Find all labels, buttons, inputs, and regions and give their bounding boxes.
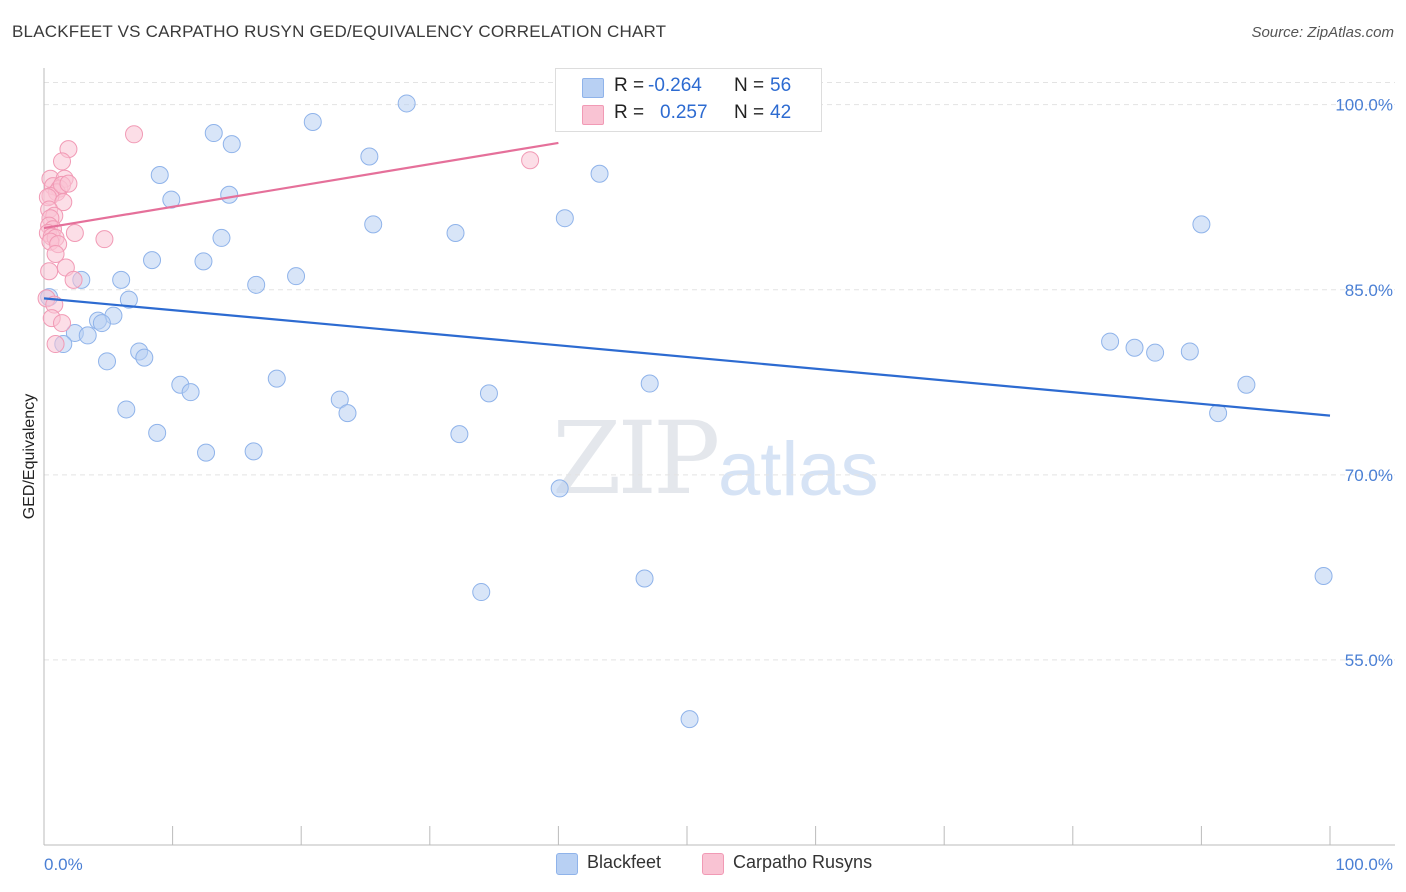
y-tick-label: 70.0%	[1345, 466, 1393, 485]
point-blackfeet	[150, 166, 169, 185]
point-blackfeet	[303, 112, 322, 131]
point-blackfeet	[92, 314, 111, 333]
point-rusyn	[46, 335, 65, 354]
y-tick-label: 55.0%	[1345, 651, 1393, 670]
point-blackfeet	[287, 267, 306, 286]
point-blackfeet	[197, 443, 216, 462]
point-rusyn	[521, 151, 540, 170]
point-rusyn	[53, 152, 72, 171]
point-blackfeet	[364, 215, 383, 234]
point-blackfeet	[1209, 404, 1228, 423]
point-rusyn	[64, 270, 83, 289]
bottom-swatch-rusyn	[702, 853, 724, 875]
point-blackfeet	[360, 147, 379, 166]
point-blackfeet	[680, 710, 699, 729]
legend-swatch-rusyn	[582, 105, 604, 125]
point-blackfeet	[479, 384, 498, 403]
point-rusyn	[54, 193, 73, 212]
source-label: Source: ZipAtlas.com	[1251, 24, 1394, 41]
point-blackfeet	[162, 190, 181, 209]
point-blackfeet	[450, 425, 469, 444]
point-blackfeet	[635, 569, 654, 588]
point-blackfeet	[1125, 338, 1144, 357]
watermark-zip: ZIP	[552, 400, 720, 517]
point-blackfeet	[181, 383, 200, 402]
point-blackfeet	[98, 352, 117, 371]
point-rusyn	[53, 314, 72, 333]
point-rusyn	[65, 224, 84, 242]
point-blackfeet	[640, 374, 659, 393]
point-blackfeet	[222, 135, 241, 154]
point-blackfeet	[244, 442, 263, 461]
bottom-legend-label: Carpatho Rusyns	[733, 852, 873, 872]
point-blackfeet	[148, 423, 167, 442]
legend-r-value: 0.257	[660, 102, 708, 123]
point-blackfeet	[135, 348, 154, 367]
legend-n-value: 42	[770, 102, 792, 123]
legend-n-value: 56	[770, 75, 792, 96]
legend-row-rusyn: R = 0.257 N = 42	[556, 102, 821, 128]
bottom-swatch-blackfeet	[556, 853, 578, 875]
point-blackfeet	[119, 290, 138, 309]
point-blackfeet	[143, 251, 162, 270]
bottom-legend-label: Blackfeet	[587, 852, 662, 872]
point-blackfeet	[112, 270, 131, 289]
y-axis-title: GED/Equivalency	[21, 394, 38, 519]
point-blackfeet	[1192, 215, 1211, 234]
legend-swatch-blackfeet	[582, 78, 604, 98]
point-blackfeet	[1101, 332, 1120, 351]
trendline-blackfeet	[43, 297, 1331, 417]
point-blackfeet	[78, 326, 97, 345]
point-rusyn	[125, 125, 144, 144]
point-blackfeet	[267, 369, 286, 388]
point-rusyn	[59, 174, 78, 193]
point-blackfeet	[446, 224, 465, 242]
legend-row-blackfeet: R = -0.264 N = 56	[556, 75, 821, 101]
point-rusyn	[95, 230, 114, 249]
point-blackfeet	[550, 479, 569, 498]
legend-n-label: N =	[734, 75, 765, 96]
point-blackfeet	[1314, 567, 1333, 586]
point-blackfeet	[1180, 342, 1199, 361]
point-blackfeet	[330, 390, 349, 409]
point-rusyn	[46, 244, 65, 263]
legend-r-label: R =	[614, 102, 645, 123]
point-blackfeet	[397, 94, 416, 113]
point-blackfeet	[1237, 375, 1256, 394]
legend-n-label: N =	[734, 102, 765, 123]
point-blackfeet	[212, 228, 231, 247]
point-blackfeet	[117, 400, 136, 419]
point-blackfeet	[204, 124, 223, 143]
point-blackfeet	[194, 252, 213, 271]
point-blackfeet	[472, 583, 491, 602]
point-blackfeet	[338, 404, 357, 423]
trendline-rusyn	[43, 141, 559, 230]
correlation-legend: R = -0.264 N = 56 R = 0.257 N = 42	[555, 68, 822, 132]
x-tick-label: 0.0%	[44, 855, 83, 874]
point-blackfeet	[1146, 343, 1165, 362]
x-tick-label: 100.0%	[1335, 855, 1393, 874]
y-tick-label: 100.0%	[1335, 96, 1393, 115]
point-blackfeet	[247, 275, 266, 294]
point-blackfeet	[590, 164, 609, 183]
y-tick-label: 85.0%	[1345, 281, 1393, 300]
legend-r-label: R =	[614, 75, 645, 96]
point-blackfeet	[220, 185, 239, 204]
legend-r-value: -0.264	[648, 75, 702, 96]
point-blackfeet	[555, 209, 574, 228]
chart-title: BLACKFEET VS CARPATHO RUSYN GED/EQUIVALE…	[12, 22, 667, 41]
watermark-atlas: atlas	[718, 427, 879, 512]
point-rusyn	[40, 262, 59, 281]
